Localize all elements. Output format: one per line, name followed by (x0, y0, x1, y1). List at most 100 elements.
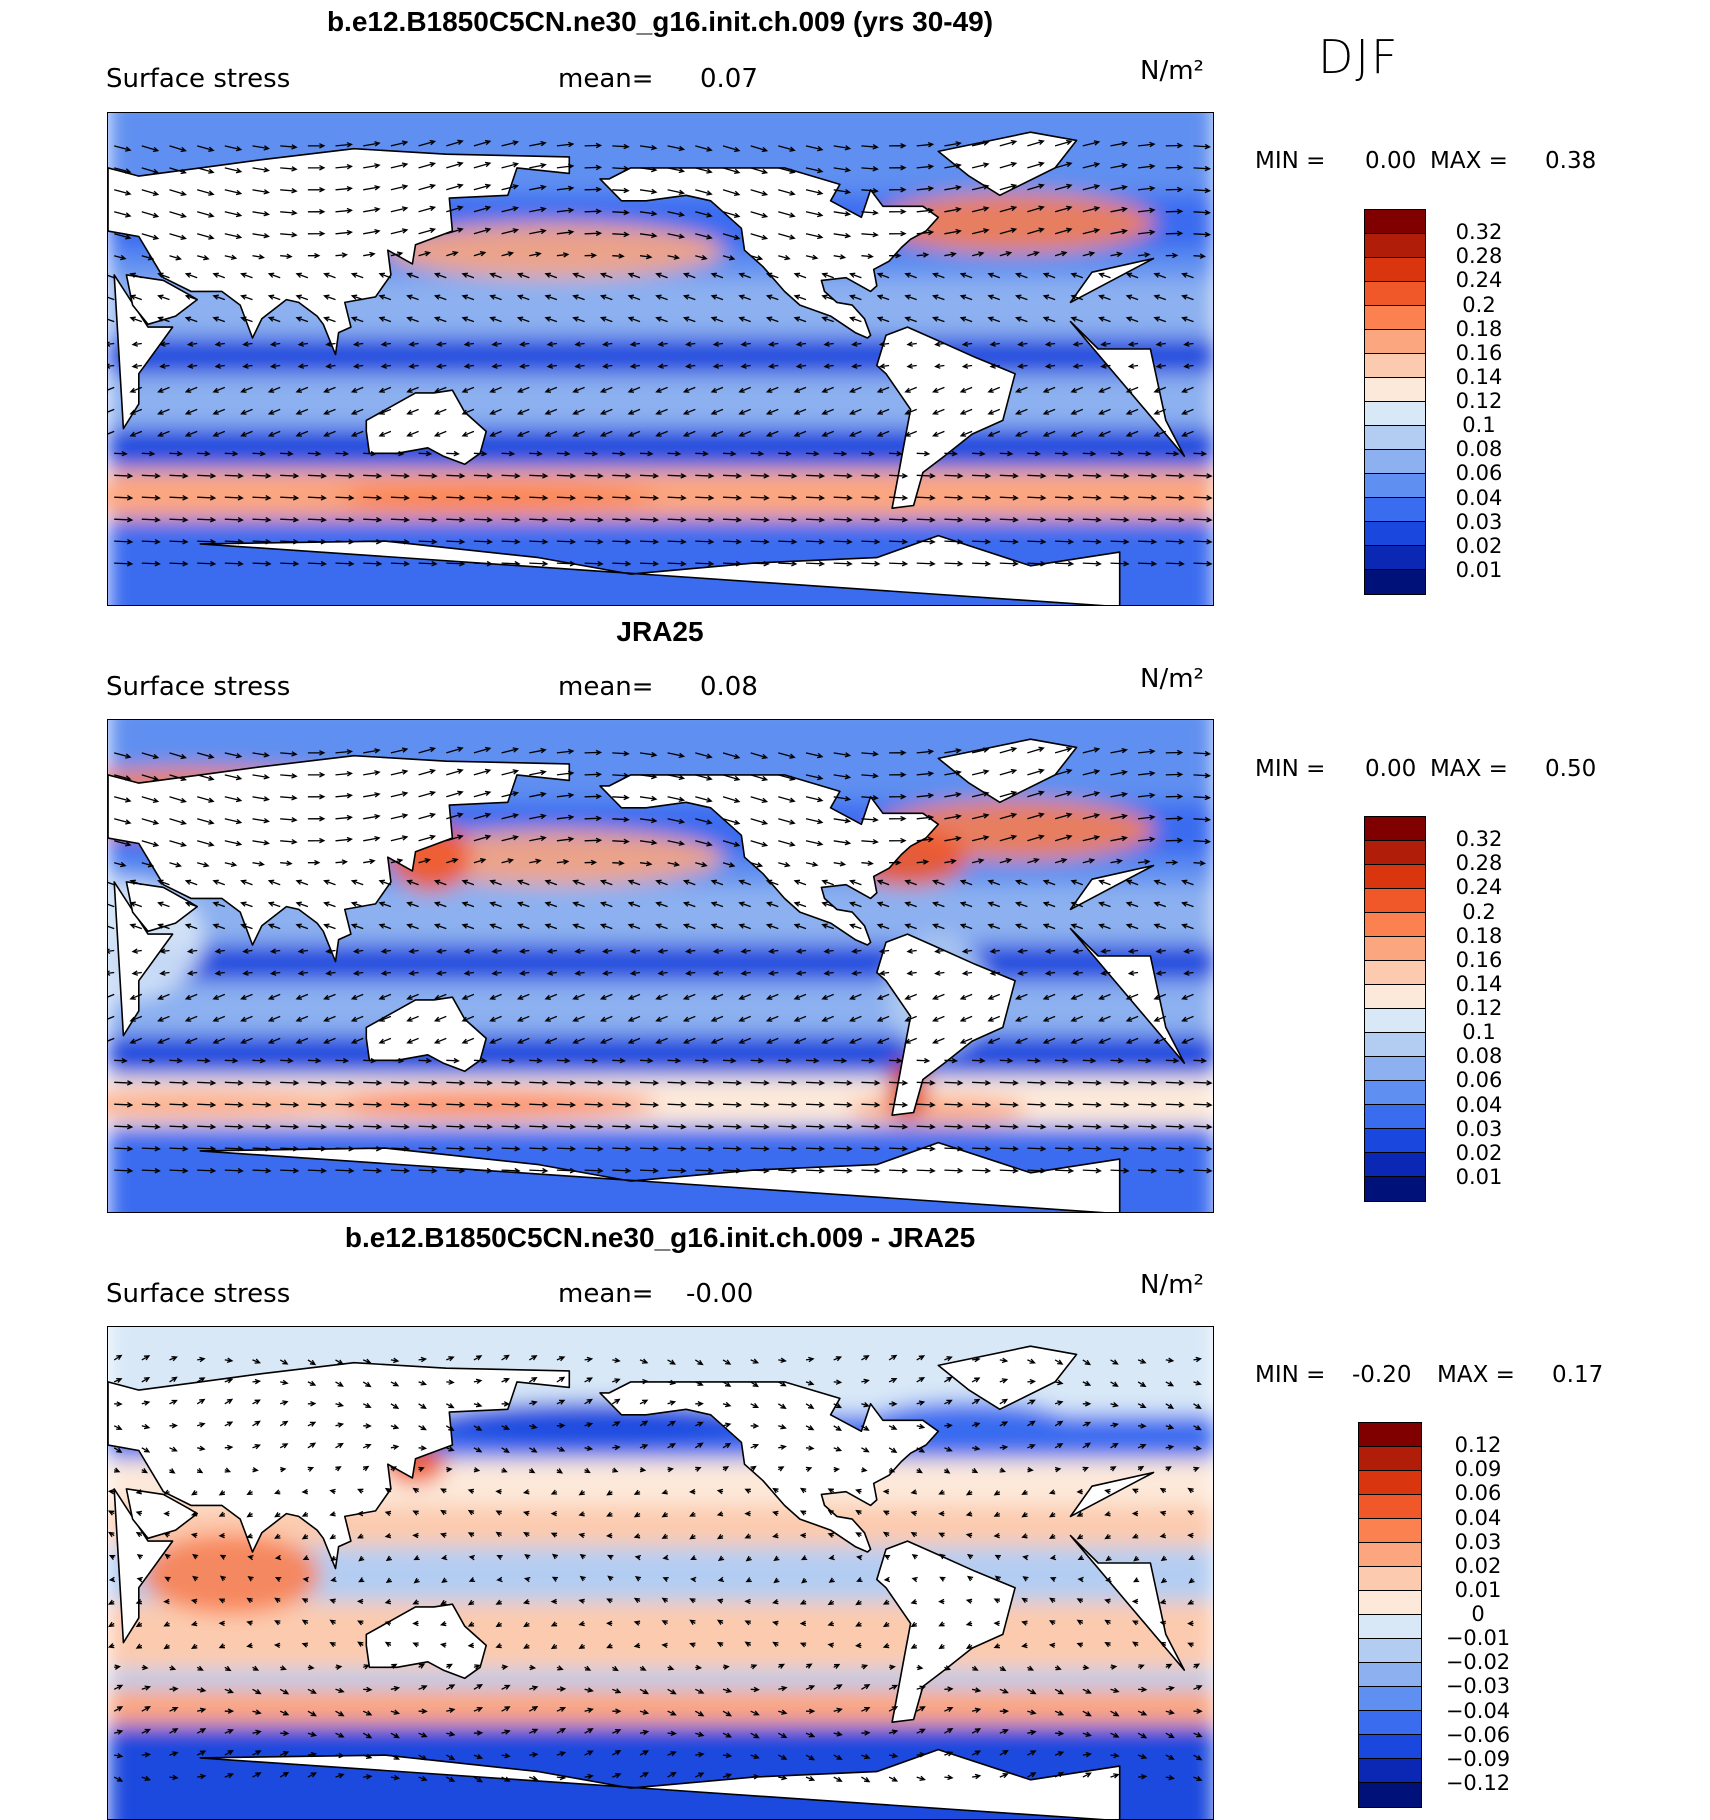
coastline (113, 274, 174, 430)
colorbar-swatch (1365, 1105, 1425, 1129)
panel-3-mean-value: -0.00 (686, 1279, 754, 1309)
field-band (108, 373, 1213, 429)
coastline (599, 167, 940, 339)
colorbar-swatch (1359, 1519, 1421, 1543)
colorbar-tick-label: 0.08 (1455, 1044, 1503, 1069)
coastline (108, 754, 571, 963)
colorbar-tick-label: 0.32 (1455, 827, 1503, 852)
coastline (125, 274, 198, 326)
panel-2-units: N/m² (1140, 664, 1204, 694)
colorbar-tick-label: −0.01 (1445, 1626, 1511, 1651)
colorbar-swatch (1359, 1447, 1421, 1471)
colorbar-swatch (1365, 354, 1425, 378)
colorbar-swatch (1359, 1591, 1421, 1615)
colorbar-swatch (1359, 1663, 1421, 1687)
field-blob (383, 829, 724, 886)
coastline (199, 534, 1121, 605)
field-band (108, 1670, 1213, 1690)
panel-1-min-label: MIN = (1255, 148, 1326, 174)
colorbar-swatch (1365, 522, 1425, 546)
colorbar-tick-label: 0.14 (1455, 364, 1503, 389)
panel-3-units: N/m² (1140, 1270, 1204, 1300)
coastline (875, 326, 1016, 510)
colorbar-tick-label: 0.16 (1455, 340, 1503, 365)
colorbar-swatch (1359, 1543, 1421, 1567)
panel-2-variable: Surface stress (106, 672, 291, 702)
colorbar-swatch (1359, 1639, 1421, 1663)
panel-2-max-value: 0.50 (1545, 756, 1597, 782)
coastline (1069, 257, 1155, 304)
colorbar-swatch (1365, 258, 1425, 282)
colorbar-tick-label: 0.12 (1455, 996, 1503, 1020)
colorbar-swatch (1359, 1711, 1421, 1735)
panel-2-mean-value: 0.08 (700, 672, 758, 702)
colorbar-tick-label: 0.1 (1462, 1020, 1496, 1045)
colorbar-swatch (1365, 330, 1425, 354)
season-label: DJF (1318, 30, 1400, 84)
field-band (108, 980, 1213, 1036)
colorbar-tick-label: 0.28 (1455, 244, 1503, 269)
colorbar-tick-label: 0.12 (1455, 389, 1503, 413)
coastline (125, 881, 198, 933)
field-band (108, 1689, 1213, 1725)
colorbar-swatch (1359, 1735, 1421, 1759)
colorbar-tick-label: 0 (1471, 1602, 1485, 1626)
panel-1-map-field (108, 113, 1213, 605)
colorbar-tick-label: 0.14 (1455, 971, 1503, 996)
colorbar-swatch (1359, 1783, 1421, 1807)
coastline (365, 1603, 488, 1680)
field-blob (848, 488, 1029, 517)
colorbar-tick-label: 0.16 (1455, 947, 1503, 972)
field-blob (383, 222, 724, 279)
panel-1-title: b.e12.B1850C5CN.ne30_g16.init.ch.009 (yr… (326, 6, 994, 37)
panel-3-min-label: MIN = (1255, 1362, 1326, 1388)
colorbar-swatch (1365, 546, 1425, 570)
colorbar-tick-label: 0.32 (1455, 220, 1503, 245)
panel-2-title: JRA25 (616, 616, 704, 647)
colorbar-swatch (1359, 1495, 1421, 1519)
colorbar-swatch (1365, 865, 1425, 889)
coastline (113, 1488, 174, 1644)
panel-1-min-value: 0.00 (1365, 148, 1417, 174)
coastline (937, 738, 1078, 804)
colorbar-tick-label: 0.08 (1455, 437, 1503, 462)
colorbar-tick-label: 0.28 (1455, 851, 1503, 876)
colorbar-swatch (1359, 1471, 1421, 1495)
coastline (1069, 1534, 1186, 1671)
panel-1-map (107, 112, 1214, 606)
colorbar-swatch (1365, 1081, 1425, 1105)
panel-1-colorbar-labels: 0.32 0.28 0.24 0.2 0.18 0.16 0.14 0.12 0.1 0.08 0.… (1434, 209, 1524, 595)
panel-3-title: b.e12.B1850C5CN.ne30_g16.init.ch.009 - J… (344, 1222, 976, 1253)
panel-3-colorbar-labels: 0.12 0.09 0.06 0.04 0.03 0.02 0.01 0 −0.01 −0.02−… (1428, 1422, 1528, 1808)
colorbar-tick-label: 0.03 (1455, 509, 1503, 534)
wind-stress-vectors (108, 139, 1213, 567)
colorbar-swatch (1365, 1033, 1425, 1057)
colorbar-swatch (1365, 474, 1425, 498)
field-blob (848, 1095, 1029, 1124)
coastline (1069, 1471, 1155, 1518)
panel-2-mean-label: mean= (558, 672, 654, 702)
colorbar-tick-label: 0.12 (1454, 1433, 1502, 1458)
colorbar-tick-label: 0.01 (1455, 1164, 1503, 1189)
colorbar-swatch (1365, 1057, 1425, 1081)
colorbar-tick-label: 0.06 (1455, 461, 1503, 486)
colorbar-tick-label: 0.24 (1455, 875, 1503, 900)
colorbar-swatch (1365, 1129, 1425, 1153)
colorbar-tick-label: 0.24 (1455, 268, 1503, 293)
coastline (1069, 927, 1186, 1064)
colorbar-tick-label: 0.02 (1455, 533, 1503, 558)
panel-3-max-value: 0.17 (1552, 1362, 1604, 1388)
colorbar-swatch (1365, 210, 1425, 234)
colorbar-swatch (1365, 426, 1425, 450)
panel-1-max-value: 0.38 (1545, 148, 1597, 174)
panel-3-variable: Surface stress (106, 1279, 291, 1309)
panel-3-min-value: -0.20 (1352, 1362, 1412, 1388)
coastline (599, 1381, 940, 1553)
colorbar-swatch (1365, 570, 1425, 594)
colorbar-swatch (1365, 889, 1425, 913)
panel-2-map (107, 719, 1214, 1213)
colorbar-swatch (1365, 402, 1425, 426)
colorbar-tick-label: 0.09 (1454, 1457, 1502, 1482)
colorbar-swatch (1359, 1615, 1421, 1639)
colorbar-tick-label: 0.03 (1455, 1116, 1503, 1141)
